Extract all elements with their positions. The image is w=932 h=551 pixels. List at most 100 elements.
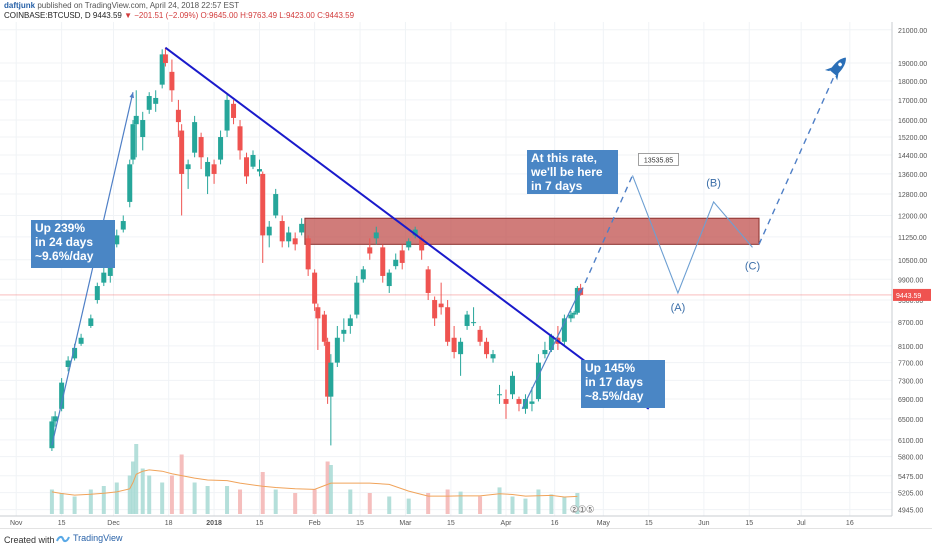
volume-bar — [114, 482, 119, 514]
candle-body — [127, 164, 133, 202]
time-tick-label: 15 — [645, 520, 653, 527]
price-tick-label: 21000.00 — [898, 28, 927, 35]
candle — [325, 337, 331, 404]
price-tick-label: 5800.00 — [898, 455, 923, 462]
tradingview-logo[interactable]: TradingView — [56, 533, 123, 543]
time-tick-label: 18 — [165, 520, 173, 527]
candle-body — [312, 272, 318, 304]
price-tick-label: 12000.00 — [898, 213, 927, 220]
candle — [192, 115, 198, 158]
candle — [198, 132, 204, 170]
candle-body — [65, 360, 71, 367]
candle-body — [88, 318, 94, 326]
chart-area[interactable]: (A) (B) (C) 13535.85 Up 239% in 24 days ~9.6%/… — [0, 22, 932, 528]
candle — [438, 282, 444, 315]
tradingview-brand: TradingView — [73, 533, 123, 543]
price-tick-label: 18000.00 — [898, 79, 927, 86]
candle-body — [211, 164, 217, 174]
time-tick-label: Feb — [309, 520, 321, 527]
price-tick-label: 14400.00 — [898, 153, 927, 160]
volume-bars — [49, 444, 580, 514]
quote-line: COINBASE:BTCUSD, D 9443.59 ▼ −201.51 (−2… — [4, 11, 354, 20]
candle-body — [451, 337, 457, 353]
candle-body — [561, 318, 567, 342]
candle — [140, 111, 146, 151]
candle — [78, 333, 84, 346]
candle — [412, 226, 418, 239]
time-tick-label: Jun — [698, 520, 709, 527]
candle-body — [438, 303, 444, 308]
volume-bar — [328, 465, 333, 514]
candle — [497, 384, 503, 404]
candle — [312, 269, 318, 311]
volume-bar — [147, 475, 152, 514]
annotation-text: Up 239% — [35, 221, 85, 235]
candle-body — [464, 314, 470, 326]
candle-body — [286, 232, 292, 242]
candle — [185, 159, 191, 189]
price-tick-label: 8700.00 — [898, 320, 923, 327]
volume-bar — [510, 496, 515, 514]
candle — [286, 226, 292, 248]
price-callout-box — [638, 153, 679, 166]
volume-ma-line — [51, 469, 578, 498]
candle-body — [574, 287, 580, 313]
price-tick-label: 13600.00 — [898, 172, 927, 179]
volume-bar — [312, 489, 317, 514]
candle — [133, 90, 139, 158]
volume-bar — [88, 489, 93, 514]
candle — [399, 244, 405, 270]
candle — [542, 341, 548, 359]
candle-body — [445, 307, 451, 342]
annotation-background — [527, 150, 618, 194]
candle-body — [266, 226, 272, 236]
candle — [367, 238, 373, 260]
candle-body — [503, 399, 509, 404]
last-price-label: 9443.59 — [896, 293, 921, 300]
author-username[interactable]: daftjunk — [4, 1, 36, 10]
candle — [218, 130, 224, 165]
close-value: C:9443.59 — [317, 11, 355, 20]
annotation-text: we'll be here — [530, 165, 603, 179]
price-tick-label: 6900.00 — [898, 397, 923, 404]
event-badge-label: 5 — [588, 508, 592, 514]
rocket-icon — [824, 57, 846, 81]
candle — [130, 120, 136, 165]
volume-bar — [192, 482, 197, 514]
candle-body — [169, 71, 175, 91]
candle-body — [568, 314, 574, 319]
candle-body — [325, 341, 331, 397]
volume-bar — [387, 496, 392, 514]
volume-bar — [49, 489, 54, 514]
candle-body — [432, 300, 438, 319]
candle — [175, 99, 181, 138]
candle-body — [522, 399, 528, 409]
price-tick-label: 4945.00 — [898, 508, 923, 515]
rocket-body — [829, 57, 846, 76]
annotation-box: Up 239%in 24 days~9.6%/day — [31, 220, 115, 268]
candle-body — [179, 130, 185, 174]
candle-body — [250, 154, 256, 167]
candle-body — [354, 282, 360, 315]
event-badge — [570, 505, 578, 513]
candle — [49, 416, 55, 451]
candle — [458, 337, 464, 376]
volume-bar — [260, 472, 265, 514]
candle-body — [133, 115, 139, 125]
price-chart[interactable]: (A) (B) (C) 13535.85 Up 239%in 24 days~9.6%/… — [0, 22, 932, 528]
candle-body — [175, 109, 181, 123]
candle — [224, 94, 230, 138]
symbol-label[interactable]: COINBASE:BTCUSD, D — [4, 11, 91, 20]
candle-body — [224, 99, 230, 131]
price-tick-label: 7700.00 — [898, 361, 923, 368]
candle-body — [542, 349, 548, 355]
candle-body — [497, 394, 503, 396]
candle-body — [347, 318, 353, 326]
annotation-text: ~9.6%/day — [35, 249, 94, 263]
event-badge-label: 1 — [580, 508, 584, 514]
candle-body — [509, 375, 515, 395]
candle — [432, 296, 438, 326]
candle — [59, 378, 65, 412]
candle — [179, 124, 185, 216]
